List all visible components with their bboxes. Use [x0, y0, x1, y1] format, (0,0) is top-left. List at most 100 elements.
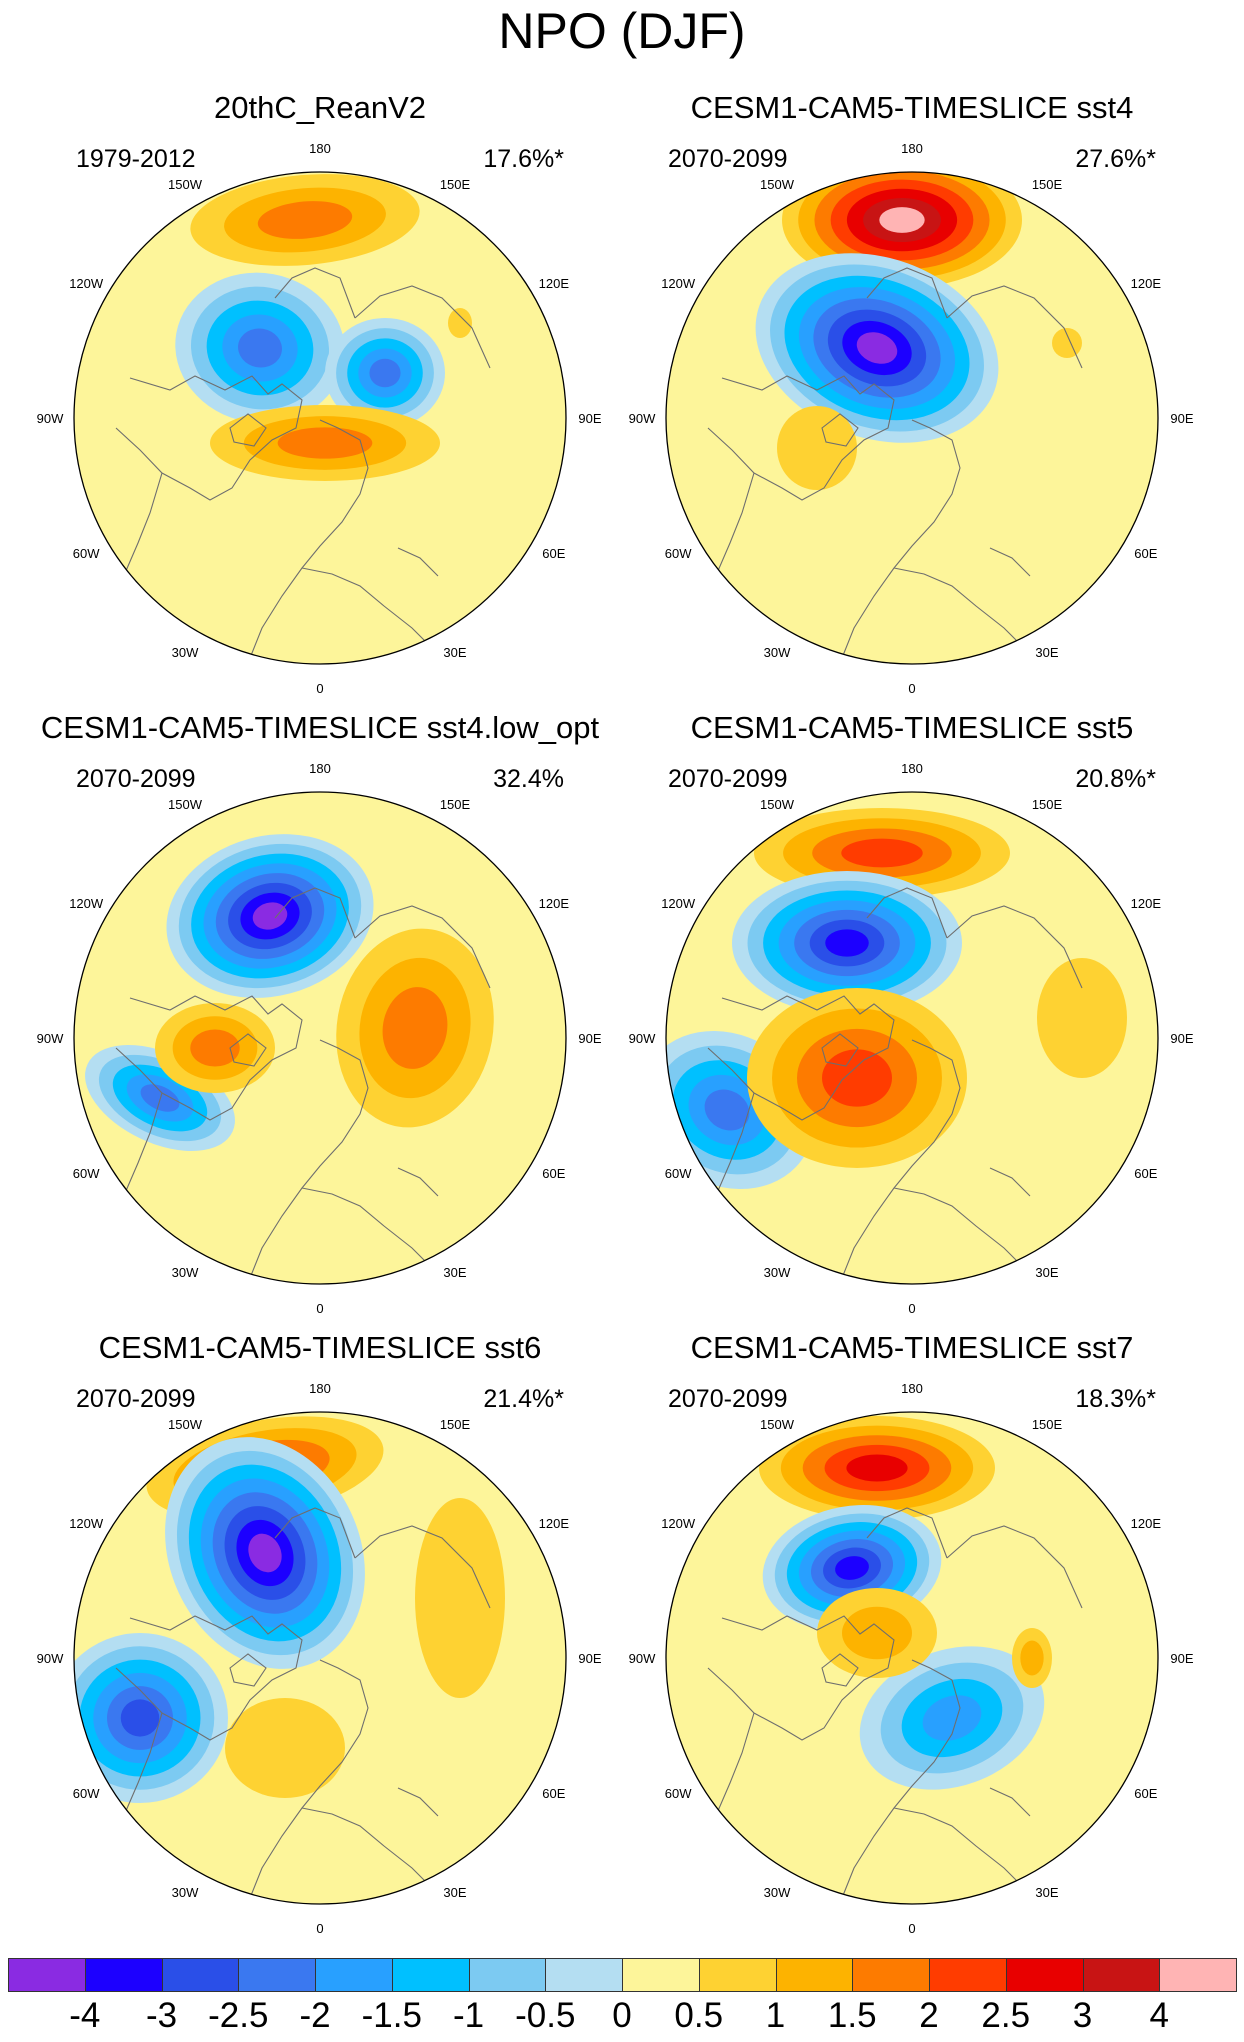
longitude-label: 120W — [69, 1516, 104, 1531]
positive-anomaly-center — [747, 988, 967, 1168]
longitude-label: 60W — [665, 1166, 692, 1181]
panel-title: CESM1-CAM5-TIMESLICE sst5 — [690, 710, 1134, 745]
map-panel-sst4-low-opt: CESM1-CAM5-TIMESLICE sst4.low_opt 2070-2… — [20, 710, 620, 1330]
colorbar-tick-label: 2.5 — [981, 1996, 1031, 2035]
colorbar-tick-label: -4 — [69, 1996, 101, 2035]
longitude-label: 60E — [542, 1166, 565, 1181]
negative-anomaly-center — [165, 1437, 365, 1669]
panel-title: CESM1-CAM5-TIMESLICE sst4 — [690, 90, 1134, 125]
longitude-label: 120E — [1131, 276, 1162, 291]
panel-title: CESM1-CAM5-TIMESLICE sst4.low_opt — [40, 710, 600, 745]
longitude-label: 120W — [661, 276, 696, 291]
longitude-label: 60W — [665, 1786, 692, 1801]
anomaly-field — [74, 1412, 566, 1904]
panel-period: 2070-2099 — [668, 765, 788, 793]
positive-anomaly-center — [817, 1588, 937, 1678]
coastlines — [707, 267, 1083, 659]
longitude-label: 30W — [172, 1265, 199, 1280]
longitude-label: 150E — [1032, 797, 1063, 812]
colorbar-box — [1082, 1958, 1161, 1992]
longitude-label: 120E — [539, 896, 570, 911]
longitude-label: 150E — [440, 1417, 471, 1432]
map-panel-sst4: CESM1-CAM5-TIMESLICE sst4 2070-2099 27.6… — [612, 90, 1212, 710]
anomaly-field — [666, 1412, 1158, 1904]
panel-period: 2070-2099 — [76, 1385, 196, 1413]
coastlines — [707, 1507, 1083, 1899]
longitude-label: 30E — [1035, 645, 1058, 660]
colorbar-box — [775, 1958, 854, 1992]
longitude-label: 0 — [316, 681, 323, 696]
longitude-label: 150W — [168, 177, 203, 192]
longitude-label: 180 — [901, 141, 923, 156]
longitude-label: 120E — [539, 1516, 570, 1531]
colorbar-tick-label: -2 — [299, 1996, 331, 2035]
longitude-label: 150W — [760, 797, 795, 812]
colorbar-box — [8, 1958, 86, 1992]
longitude-label: 150W — [760, 177, 795, 192]
coastlines — [115, 887, 491, 1279]
colorbar-box — [315, 1958, 393, 1992]
longitude-label: 0 — [316, 1921, 323, 1936]
longitude-label: 60W — [73, 1166, 100, 1181]
colorbar-tick-label: -1 — [452, 1996, 485, 2035]
anomaly-field — [74, 172, 566, 664]
longitude-label: 90W — [37, 411, 64, 426]
positive-anomaly-center — [210, 405, 440, 481]
colorbar-tick-label: 2 — [919, 1996, 939, 2035]
polar-map: 180 150E 120E 90E 60E 30E 0 30W 60W 90W 120W 150W — [629, 761, 1194, 1316]
anomaly-field — [666, 172, 1158, 664]
longitude-label: 150E — [440, 177, 471, 192]
longitude-label: 90E — [578, 1651, 601, 1666]
map-panel-sst5: CESM1-CAM5-TIMESLICE sst5 2070-2099 20.8… — [612, 710, 1212, 1330]
panel-period: 1979-2012 — [76, 145, 196, 173]
positive-anomaly-center — [190, 174, 420, 266]
colorbar-box — [1005, 1958, 1084, 1992]
anomaly-field — [74, 792, 566, 1284]
colorbar-tick-label: 1 — [765, 1996, 786, 2035]
longitude-label: 120W — [661, 1516, 696, 1531]
longitude-label: 60W — [73, 546, 100, 561]
coastlines — [707, 887, 1083, 1279]
longitude-label: 150W — [168, 1417, 203, 1432]
longitude-label: 120W — [661, 896, 696, 911]
positive-anomaly-center — [759, 1416, 995, 1520]
longitude-label: 60E — [542, 546, 565, 561]
longitude-label: 0 — [908, 681, 915, 696]
positive-anomaly-center — [1052, 328, 1082, 358]
panel-period: 2070-2099 — [668, 145, 788, 173]
panel-variance: 27.6%* — [1075, 145, 1156, 173]
map-boundary — [73, 791, 567, 1285]
coastlines — [115, 267, 491, 659]
map-boundary — [665, 171, 1159, 665]
longitude-label: 0 — [908, 1921, 915, 1936]
panel-variance: 18.3%* — [1075, 1385, 1156, 1413]
map-boundary — [665, 1411, 1159, 1905]
colorbar-tick-label: -2.5 — [208, 1996, 269, 2035]
longitude-label: 120E — [539, 276, 570, 291]
map-panel-sst7: CESM1-CAM5-TIMESLICE sst7 2070-2099 18.3… — [612, 1330, 1212, 1950]
map-boundary — [73, 1411, 567, 1905]
colorbar — [8, 1958, 1237, 1994]
positive-anomaly-center — [1012, 1628, 1052, 1688]
colorbar-box — [468, 1958, 547, 1992]
negative-anomaly-center — [732, 871, 962, 1015]
longitude-label: 0 — [908, 1301, 915, 1316]
figure-title: NPO (DJF) — [498, 3, 746, 59]
colorbar-tick-label: 3 — [1072, 1996, 1093, 2035]
longitude-label: 150E — [1032, 177, 1063, 192]
colorbar-box — [622, 1958, 700, 1992]
longitude-label: 150E — [440, 797, 471, 812]
longitude-label: 30E — [443, 645, 466, 660]
longitude-label: 180 — [309, 1381, 331, 1396]
negative-anomaly-center — [859, 1646, 1045, 1790]
longitude-label: 90W — [629, 411, 656, 426]
map-panel-20thc-reanv2: 20thC_ReanV2 1979-2012 17.6%* 180 150E 120… — [20, 90, 620, 710]
coastlines — [115, 1507, 491, 1899]
longitude-label: 60E — [542, 1786, 565, 1801]
colorbar-tick-label: -0.5 — [515, 1996, 576, 2035]
map-boundary — [665, 791, 1159, 1285]
longitude-label: 30W — [764, 1265, 791, 1280]
colorbar-tick-label: 1.5 — [827, 1996, 877, 2035]
longitude-label: 30W — [172, 645, 199, 660]
longitude-label: 30E — [1035, 1885, 1058, 1900]
